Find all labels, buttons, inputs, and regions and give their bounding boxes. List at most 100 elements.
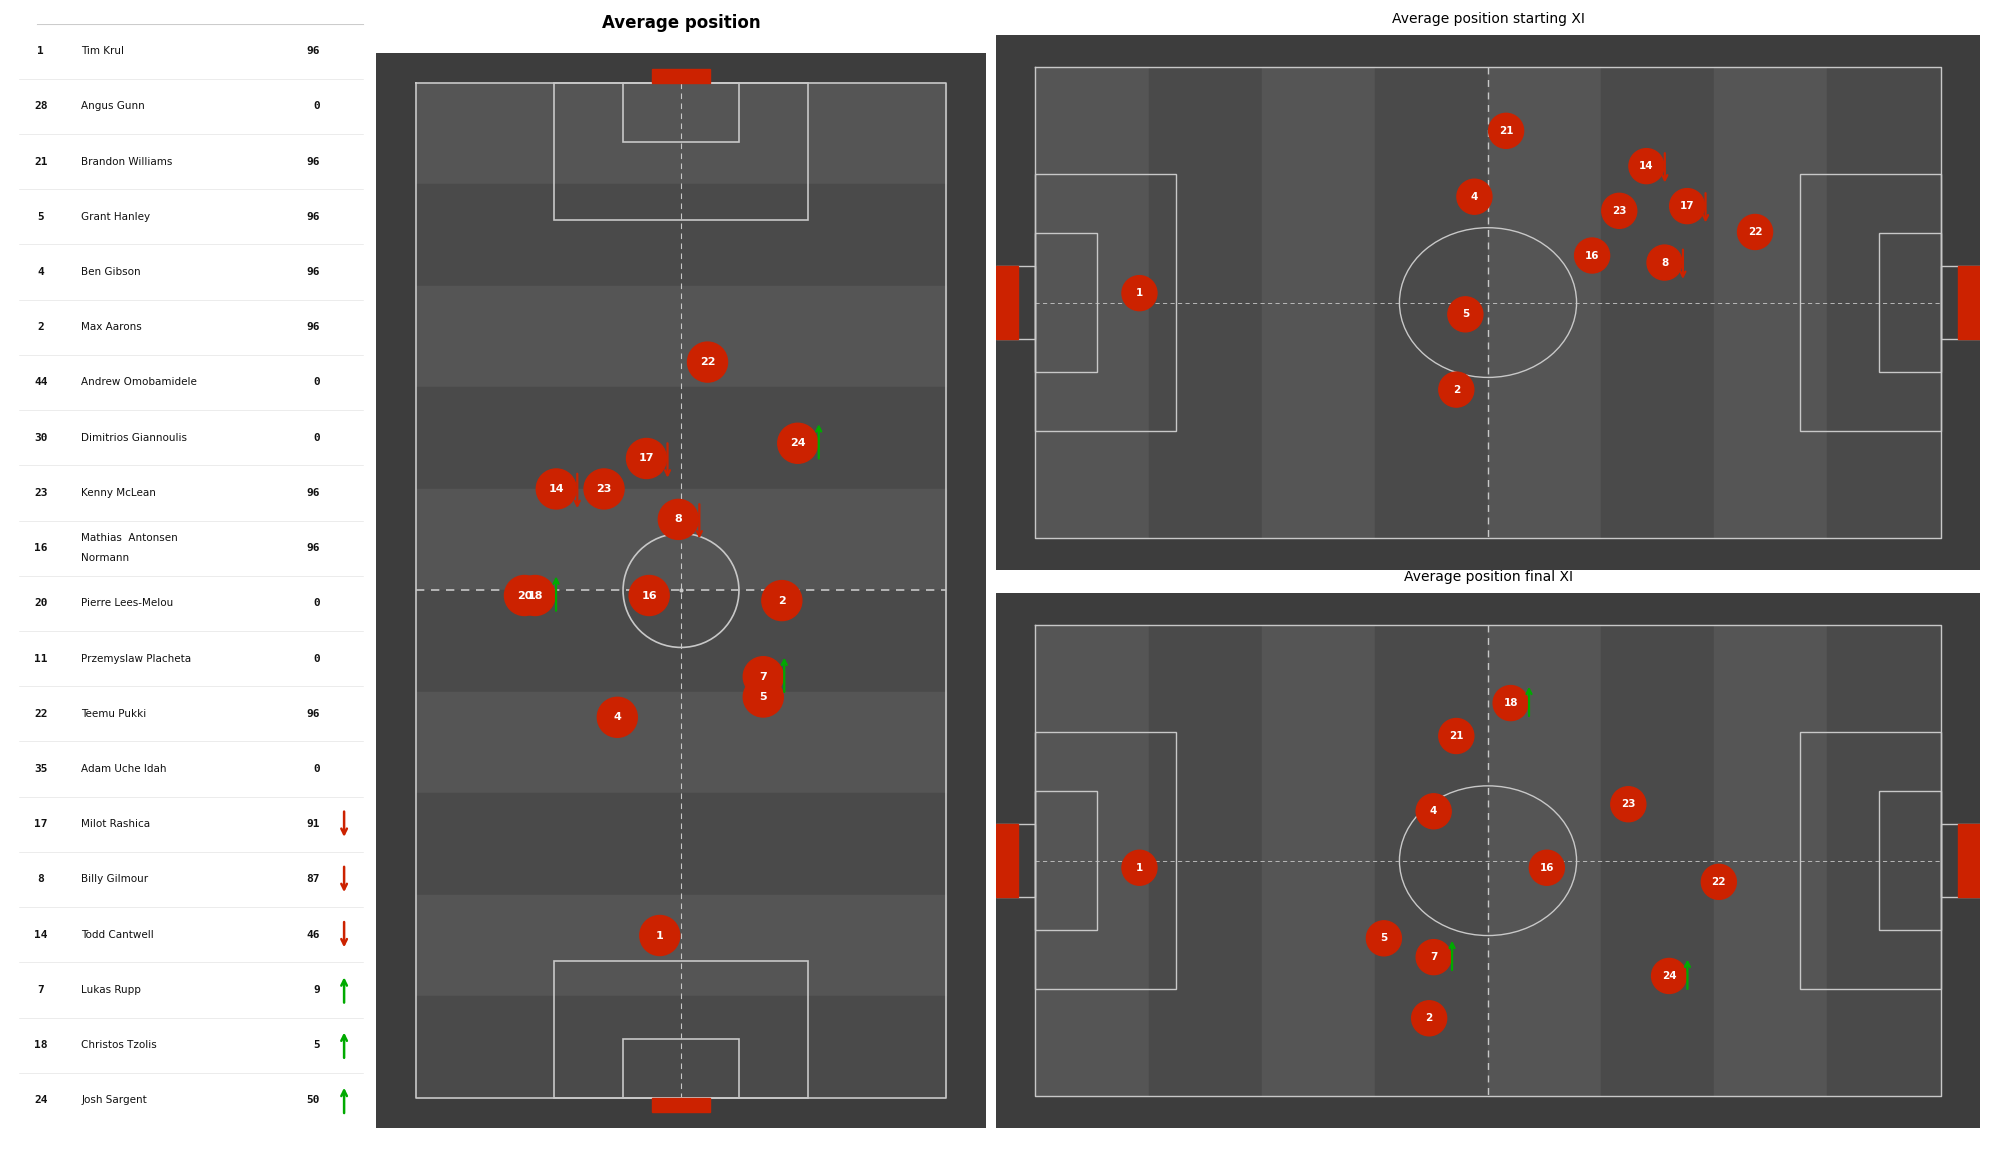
Text: 30: 30	[34, 432, 48, 443]
Ellipse shape	[1670, 189, 1704, 223]
Text: 50: 50	[306, 1095, 320, 1106]
Bar	[652, 1097, 710, 1112]
Text: 17: 17	[34, 819, 48, 830]
Bar	[1958, 266, 1980, 340]
Text: 96: 96	[306, 267, 320, 277]
Text: 96: 96	[306, 488, 320, 498]
Text: Milot Rashica: Milot Rashica	[82, 819, 150, 830]
Text: Ben Gibson: Ben Gibson	[82, 267, 142, 277]
Text: Max Aarons: Max Aarons	[82, 322, 142, 333]
Bar	[554, 961, 808, 1097]
Text: 23: 23	[1612, 206, 1626, 216]
Title: Average position starting XI: Average position starting XI	[1392, 12, 1584, 26]
Bar	[1880, 791, 1940, 931]
Bar	[416, 590, 946, 692]
Bar	[416, 286, 946, 388]
Text: 18: 18	[34, 1040, 48, 1050]
Bar	[1602, 625, 1714, 1096]
Text: 4: 4	[1430, 806, 1438, 817]
Text: Grant Hanley: Grant Hanley	[82, 212, 150, 222]
Text: 16: 16	[1584, 250, 1600, 261]
Bar	[1374, 67, 1488, 538]
Text: 0: 0	[314, 377, 320, 388]
Ellipse shape	[762, 580, 802, 620]
Text: 9: 9	[314, 985, 320, 995]
Bar	[1602, 67, 1714, 538]
Bar	[1714, 67, 1828, 538]
Text: 18: 18	[1504, 698, 1518, 709]
Bar	[1036, 732, 1176, 989]
Bar	[1800, 732, 1940, 989]
Text: 16: 16	[34, 543, 48, 553]
Ellipse shape	[536, 469, 576, 509]
Text: 5: 5	[38, 212, 44, 222]
Text: 24: 24	[34, 1095, 48, 1106]
Text: 28: 28	[34, 101, 48, 112]
Text: 96: 96	[306, 46, 320, 56]
Bar	[416, 184, 946, 286]
Bar	[416, 489, 946, 590]
Text: Kenny McLean: Kenny McLean	[82, 488, 156, 498]
Text: 22: 22	[1712, 877, 1726, 887]
Text: 2: 2	[38, 322, 44, 333]
Text: 24: 24	[1662, 971, 1676, 981]
Text: 17: 17	[1680, 201, 1694, 212]
Text: 1: 1	[656, 931, 664, 940]
Bar	[416, 895, 946, 996]
Text: 24: 24	[790, 438, 806, 449]
Text: 0: 0	[314, 764, 320, 774]
Ellipse shape	[504, 576, 544, 616]
Text: 11: 11	[34, 653, 48, 664]
Text: Todd Cantwell: Todd Cantwell	[82, 929, 154, 940]
Text: 20: 20	[516, 591, 532, 600]
Text: 14: 14	[548, 484, 564, 494]
Text: Lukas Rupp: Lukas Rupp	[82, 985, 142, 995]
Ellipse shape	[1628, 148, 1664, 183]
Text: 8: 8	[38, 874, 44, 885]
Text: 2: 2	[1452, 384, 1460, 395]
Text: 23: 23	[596, 484, 612, 494]
Text: 1: 1	[38, 46, 44, 56]
Bar	[1374, 625, 1488, 1096]
Ellipse shape	[778, 423, 818, 463]
Ellipse shape	[744, 657, 784, 697]
Text: 20: 20	[34, 598, 48, 609]
Ellipse shape	[1456, 180, 1492, 214]
Text: 46: 46	[306, 929, 320, 940]
Text: 44: 44	[34, 377, 48, 388]
Text: 96: 96	[306, 543, 320, 553]
Ellipse shape	[1122, 276, 1156, 310]
Ellipse shape	[1438, 719, 1474, 753]
Bar	[1148, 67, 1262, 538]
Text: Teemu Pukki: Teemu Pukki	[82, 709, 146, 719]
Text: 0: 0	[314, 432, 320, 443]
Ellipse shape	[1366, 921, 1402, 955]
Text: 2: 2	[1426, 1013, 1432, 1023]
Text: 21: 21	[1450, 731, 1464, 741]
Text: 16: 16	[1540, 862, 1554, 873]
Bar	[416, 388, 946, 489]
Text: 2: 2	[778, 596, 786, 605]
Bar	[416, 83, 946, 184]
Bar	[1262, 625, 1374, 1096]
Ellipse shape	[1602, 194, 1636, 228]
Text: 5: 5	[760, 692, 768, 701]
Text: 7: 7	[760, 672, 768, 681]
Bar	[1036, 791, 1096, 931]
Bar	[652, 69, 710, 83]
Text: 8: 8	[1660, 257, 1668, 268]
Ellipse shape	[1448, 297, 1482, 331]
Bar	[996, 824, 1036, 898]
Ellipse shape	[1574, 239, 1610, 273]
Ellipse shape	[688, 342, 728, 382]
Ellipse shape	[598, 697, 638, 737]
Text: Brandon Williams: Brandon Williams	[82, 156, 172, 167]
Text: 23: 23	[34, 488, 48, 498]
Text: Christos Tzolis: Christos Tzolis	[82, 1040, 158, 1050]
Ellipse shape	[1494, 685, 1528, 720]
Bar	[1880, 233, 1940, 372]
Text: Przemyslaw Placheta: Przemyslaw Placheta	[82, 653, 192, 664]
Text: 4: 4	[614, 712, 622, 723]
Text: 91: 91	[306, 819, 320, 830]
Bar	[1036, 67, 1148, 538]
